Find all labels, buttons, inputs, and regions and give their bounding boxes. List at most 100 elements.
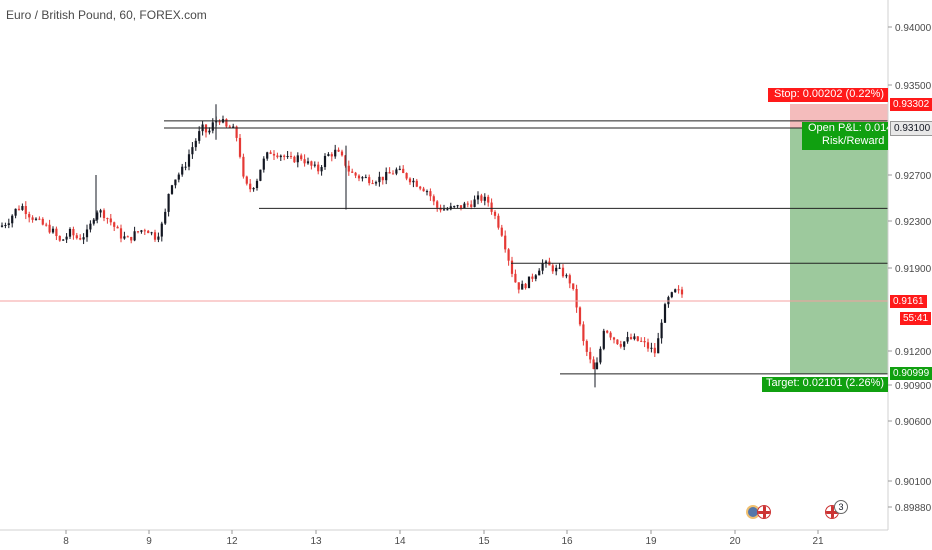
candle-body	[514, 273, 517, 283]
candle-body	[48, 224, 51, 233]
candle-body	[34, 218, 38, 220]
candle-body	[85, 229, 89, 238]
candle-body	[480, 195, 483, 201]
candle-body	[432, 196, 435, 202]
horizontal-levels	[0, 104, 888, 375]
y-tick-label: 0.91900	[895, 264, 932, 275]
candle-body	[164, 211, 167, 224]
candle-body	[599, 348, 602, 363]
open-pnl-label[interactable]: Open P&L: 0.014 Risk/Reward R	[802, 122, 888, 150]
candle-body	[337, 149, 340, 152]
chart-title: Euro / British Pound, 60, FOREX.com	[6, 8, 207, 22]
candle-body	[194, 140, 197, 148]
candle-body	[262, 158, 265, 170]
candle-body	[317, 164, 320, 172]
candle-body	[113, 222, 116, 227]
candle-body	[41, 218, 44, 225]
candle-body	[4, 225, 7, 227]
candle-body	[109, 218, 112, 223]
candle-body	[340, 151, 344, 156]
candle-body	[55, 228, 58, 237]
candle-body	[544, 261, 548, 264]
candle-body	[589, 351, 592, 360]
y-tick-label: 0.89880	[895, 503, 932, 514]
candlestick-series	[0, 104, 684, 388]
candle-body	[572, 283, 575, 289]
candle-body	[558, 267, 561, 269]
candle-body	[493, 211, 497, 216]
candle-body	[187, 154, 191, 167]
candle-body	[385, 171, 388, 181]
candle-body	[306, 161, 310, 164]
candle-body	[524, 283, 527, 289]
candle-body	[167, 193, 170, 212]
candle-body	[551, 265, 554, 272]
candle-body	[663, 304, 667, 323]
x-tick-label: 21	[812, 536, 824, 547]
candle-body	[555, 267, 558, 272]
candle-body	[160, 223, 163, 237]
candle-body	[640, 340, 643, 342]
candle-body	[609, 332, 612, 338]
candle-body	[636, 336, 639, 341]
candle-body	[619, 344, 622, 347]
candle-body	[320, 167, 323, 172]
candle-body	[245, 176, 248, 184]
candle-body	[415, 180, 418, 187]
candle-body	[344, 155, 347, 166]
candle-body	[79, 238, 82, 240]
candle-body	[123, 236, 126, 239]
candle-body	[249, 183, 252, 190]
risk-reward-text: Risk/Reward R	[822, 135, 888, 147]
candle-body	[578, 307, 582, 325]
candle-body	[538, 270, 541, 276]
y-tick-label: 0.90900	[895, 381, 932, 392]
candle-body	[395, 169, 398, 174]
candle-body	[612, 337, 616, 340]
x-tick-label: 8	[63, 536, 69, 547]
candle-body	[425, 191, 429, 193]
candle-body	[354, 172, 357, 176]
candle-body	[470, 204, 473, 207]
candle-body	[106, 218, 109, 220]
candle-body	[157, 236, 160, 240]
candle-body	[531, 276, 534, 279]
candle-body	[670, 292, 673, 298]
candle-body	[327, 154, 330, 156]
candle-body	[208, 130, 211, 133]
candle-body	[218, 121, 221, 123]
target-zone[interactable]	[790, 128, 888, 374]
stop-label-text: Stop: 0.00202 (0.22%)	[774, 88, 885, 100]
uk-flag-icon[interactable]	[757, 505, 771, 519]
candle-body	[534, 275, 537, 279]
candle-body	[504, 235, 507, 250]
candle-body	[62, 239, 65, 241]
y-tick-label: 0.92700	[895, 171, 932, 182]
stop-label[interactable]: Stop: 0.00202 (0.22%)	[768, 88, 888, 102]
candle-body	[629, 337, 633, 340]
candle-body	[541, 263, 544, 271]
candle-body	[660, 322, 663, 339]
candle-body	[561, 267, 565, 277]
candle-body	[276, 155, 279, 158]
candle-body	[500, 227, 503, 236]
candle-body	[449, 206, 452, 210]
candle-body	[408, 178, 412, 183]
candle-body	[463, 203, 466, 209]
y-tick-label: 0.90100	[895, 477, 932, 488]
candle-body	[82, 237, 85, 240]
target-price-tag: 0.90999	[890, 367, 932, 380]
candle-body	[198, 131, 201, 141]
candle-body	[595, 362, 599, 370]
candle-body	[623, 341, 626, 347]
candle-body	[303, 159, 306, 164]
target-label[interactable]: Target: 0.02101 (2.26%)	[762, 377, 888, 392]
target-label-text: Target: 0.02101 (2.26%)	[766, 377, 885, 389]
y-tick-label: 0.90600	[895, 417, 932, 428]
x-tick-label: 14	[394, 536, 406, 547]
candle-body	[228, 126, 231, 128]
candle-body	[368, 177, 371, 184]
candle-body	[126, 236, 129, 238]
candle-body	[429, 191, 432, 197]
